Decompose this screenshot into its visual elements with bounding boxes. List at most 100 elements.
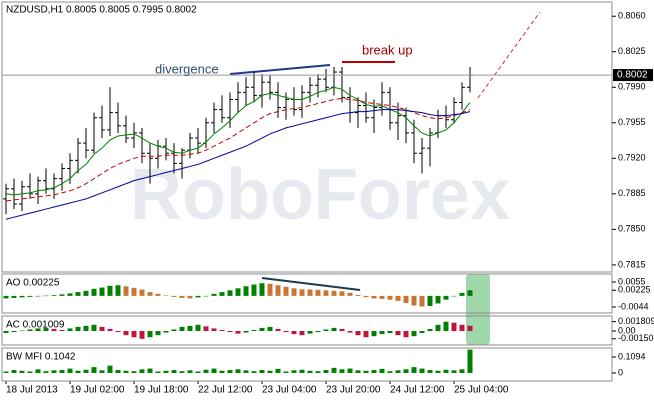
histogram-bar <box>67 328 73 332</box>
histogram-bar <box>347 331 353 333</box>
histogram-bar <box>331 290 337 296</box>
histogram-bar <box>3 331 9 334</box>
pane-title: BW MFI 0.1042 <box>6 352 76 363</box>
pane-border <box>1 347 613 382</box>
histogram-bar <box>307 370 313 373</box>
histogram-bar <box>467 290 473 296</box>
pane-border <box>1 315 613 346</box>
histogram-bar <box>267 283 273 296</box>
histogram-bar <box>19 295 25 298</box>
histogram-bar <box>331 327 337 332</box>
histogram-bar <box>139 369 145 373</box>
histogram-bar <box>323 290 329 296</box>
histogram-bar <box>291 331 297 335</box>
histogram-bar <box>147 331 153 338</box>
y-tick-label: 0.7850 <box>618 224 646 234</box>
histogram-bar <box>187 325 193 332</box>
histogram-bar <box>163 331 169 333</box>
histogram-bar <box>195 295 201 298</box>
histogram-bar <box>195 371 201 373</box>
histogram-bar <box>163 370 169 373</box>
histogram-bar <box>155 331 161 336</box>
watermark: RoboForex <box>130 155 510 235</box>
histogram-bar <box>123 370 129 373</box>
ao-divergence-line <box>261 277 361 291</box>
y-tick-label: 0.00 <box>618 325 636 335</box>
current-price-label: 0.8002 <box>617 70 648 81</box>
histogram-bar <box>67 293 73 296</box>
histogram-bar <box>419 295 425 307</box>
histogram-bar <box>163 295 169 296</box>
histogram-bar <box>251 371 257 373</box>
histogram-bar <box>323 370 329 373</box>
histogram-bar <box>435 324 441 332</box>
histogram-bar <box>139 289 145 296</box>
histogram-bar <box>131 331 137 338</box>
histogram-bar <box>283 371 289 373</box>
histogram-bar <box>371 295 377 299</box>
histogram-bar <box>395 370 401 373</box>
x-tick-label: 19 Jul 02:00 <box>70 385 125 396</box>
x-tick-label: 22 Jul 12:00 <box>198 385 253 396</box>
histogram-bar <box>363 295 369 298</box>
histogram-bar <box>75 326 81 332</box>
histogram-bar <box>51 328 57 332</box>
histogram-bar <box>35 328 41 332</box>
histogram-bar <box>35 369 41 373</box>
histogram-bar <box>459 324 465 332</box>
y-tick-label: 0.7885 <box>618 188 646 198</box>
histogram-bar <box>291 370 297 373</box>
y-tick-label: 0 <box>618 367 623 377</box>
histogram-bar <box>11 295 17 298</box>
y-tick-label: 0.7920 <box>618 153 646 163</box>
histogram-bar <box>451 295 457 297</box>
histogram-bar <box>83 325 89 332</box>
histogram-bar <box>427 295 433 306</box>
y-tick-label: 0.8025 <box>618 46 646 56</box>
histogram-bar <box>115 285 121 296</box>
histogram-bar <box>275 328 281 332</box>
histogram-bar <box>371 331 377 337</box>
histogram-bar <box>251 329 257 332</box>
histogram-bar <box>67 368 73 373</box>
histogram-bar <box>155 293 161 296</box>
annotation: break up <box>362 42 413 57</box>
histogram-bar <box>219 292 225 296</box>
histogram-bar <box>91 288 97 296</box>
histogram-bar <box>203 295 209 297</box>
histogram-bar <box>403 295 409 303</box>
histogram-bar <box>411 295 417 306</box>
x-tick-label: 23 Jul 20:00 <box>326 385 381 396</box>
histogram-bar <box>243 331 249 333</box>
histogram-bar <box>19 370 25 373</box>
histogram-bar <box>227 370 233 373</box>
annotation: divergence <box>155 61 219 76</box>
histogram-bar <box>11 331 17 333</box>
histogram-bar <box>467 349 473 373</box>
moving-average <box>5 109 471 220</box>
histogram-bar <box>315 331 321 333</box>
histogram-bar <box>347 368 353 373</box>
projection-line <box>477 11 541 99</box>
histogram-bar <box>99 326 105 332</box>
histogram-bar <box>83 369 89 373</box>
histogram-bar <box>51 370 57 373</box>
histogram-bar <box>443 321 449 332</box>
x-tick-label: 25 Jul 04:00 <box>454 385 509 396</box>
x-tick-label: 23 Jul 04:00 <box>262 385 317 396</box>
histogram-bar <box>355 370 361 373</box>
histogram-bar <box>275 285 281 296</box>
moving-average <box>5 97 471 202</box>
histogram-bar <box>11 370 17 373</box>
histogram-bar <box>83 290 89 296</box>
histogram-bar <box>251 284 257 296</box>
histogram-bar <box>91 324 97 332</box>
y-tick-label: 0.7815 <box>618 259 646 269</box>
histogram-bar <box>403 369 409 373</box>
histogram-bar <box>443 295 449 300</box>
histogram-bar <box>451 370 457 373</box>
histogram-bar <box>323 329 329 332</box>
histogram-bar <box>403 331 409 338</box>
x-tick-label: 19 Jul 18:00 <box>134 385 189 396</box>
